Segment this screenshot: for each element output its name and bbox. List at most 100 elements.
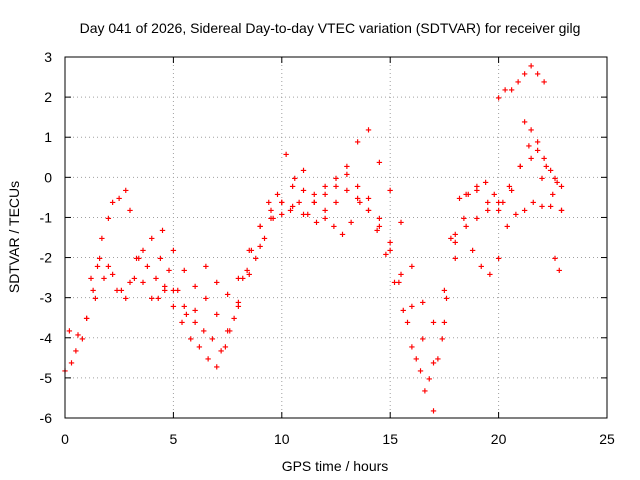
data-point: + [463,221,469,232]
y-axis-label: SDTVAR / TECUs [6,181,22,293]
data-point: + [441,286,447,297]
data-point: + [344,169,350,180]
data-point: + [227,326,233,337]
data-point: + [366,205,372,216]
x-tick-labels: 0 5 10 15 20 25 [61,431,615,447]
data-point: + [66,326,72,337]
data-point: + [123,294,129,305]
data-point: + [127,278,133,289]
data-point: + [333,173,339,184]
data-point: + [222,342,228,353]
data-point: + [225,326,231,337]
data-point: + [405,318,411,329]
data-point: + [305,209,311,220]
data-point: + [97,254,103,265]
data-point: + [398,270,404,281]
data-point: + [541,77,547,88]
data-point: + [166,266,172,277]
data-point: + [439,334,445,345]
data-point: + [539,201,545,212]
data-point: + [474,213,480,224]
data-point: + [311,189,317,200]
data-point: + [441,318,447,329]
data-point: + [522,205,528,216]
data-point: + [322,181,328,192]
data-point: + [287,205,293,216]
data-point: + [496,254,502,265]
data-point: + [268,213,274,224]
data-point: + [162,282,168,293]
data-point: + [274,189,280,200]
data-point: + [444,294,450,305]
data-point: + [535,137,541,148]
y-tick-labels: -6 -5 -4 -3 -2 -1 0 1 2 3 [40,49,53,426]
data-point: + [235,274,241,285]
data-point: + [131,274,137,285]
data-point: + [528,61,534,72]
data-point: + [153,274,159,285]
data-point: + [155,294,161,305]
data-point: + [201,326,207,337]
data-point: + [552,173,558,184]
data-point: + [79,334,85,345]
data-point: + [192,282,198,293]
data-point: + [366,193,372,204]
data-point: + [355,137,361,148]
series-trace-d: ++++++++++++++++++++++++++++++++ [160,125,502,337]
x-tick-label: 10 [274,431,290,447]
data-point: + [196,342,202,353]
data-point: + [543,161,549,172]
data-point: + [517,161,523,172]
chart-title: Day 041 of 2026, Sidereal Day-to-day VTE… [80,20,581,36]
data-point: + [396,278,402,289]
data-point: + [528,125,534,136]
data-point: + [157,254,163,265]
y-tick-label: 1 [44,129,52,145]
data-point: + [209,334,215,345]
axis-ticks [64,56,608,419]
data-point: + [244,266,250,277]
data-point: + [110,197,116,208]
data-point: + [140,278,146,289]
data-point: + [526,141,532,152]
y-tick-label: -3 [40,290,53,306]
data-point: + [522,69,528,80]
data-point: + [485,197,491,208]
data-point: + [474,181,480,192]
data-point: + [268,205,274,216]
y-tick-label: 0 [44,169,52,185]
y-tick-label: -6 [40,410,53,426]
y-tick-label: -4 [40,330,53,346]
data-point: + [90,286,96,297]
data-point: + [283,149,289,160]
data-point: + [409,302,415,313]
data-point: + [279,197,285,208]
data-point: + [496,197,502,208]
data-point: + [261,234,267,245]
series-trace-b: + ++++ +++++++ ++ +++++++++ +++++++++++++++++… [66,153,564,369]
data-point: + [253,254,259,265]
data-point: + [474,185,480,196]
data-point: + [426,374,432,385]
data-point: + [257,221,263,232]
data-point: + [110,270,116,281]
data-point: + [541,153,547,164]
data-point: + [300,185,306,196]
data-point: + [136,254,142,265]
data-point: + [420,298,426,309]
data-point: + [246,246,252,257]
data-point: + [502,85,508,96]
data-point: + [84,314,90,325]
data-point: + [75,330,81,341]
data-point: + [231,314,237,325]
data-point: + [290,201,296,212]
data-point: + [530,197,536,208]
data-point: + [105,213,111,224]
data-point: + [366,125,372,136]
data-point: + [409,342,415,353]
data-point: + [123,185,129,196]
data-point: + [114,286,120,297]
data-point: + [235,302,241,313]
